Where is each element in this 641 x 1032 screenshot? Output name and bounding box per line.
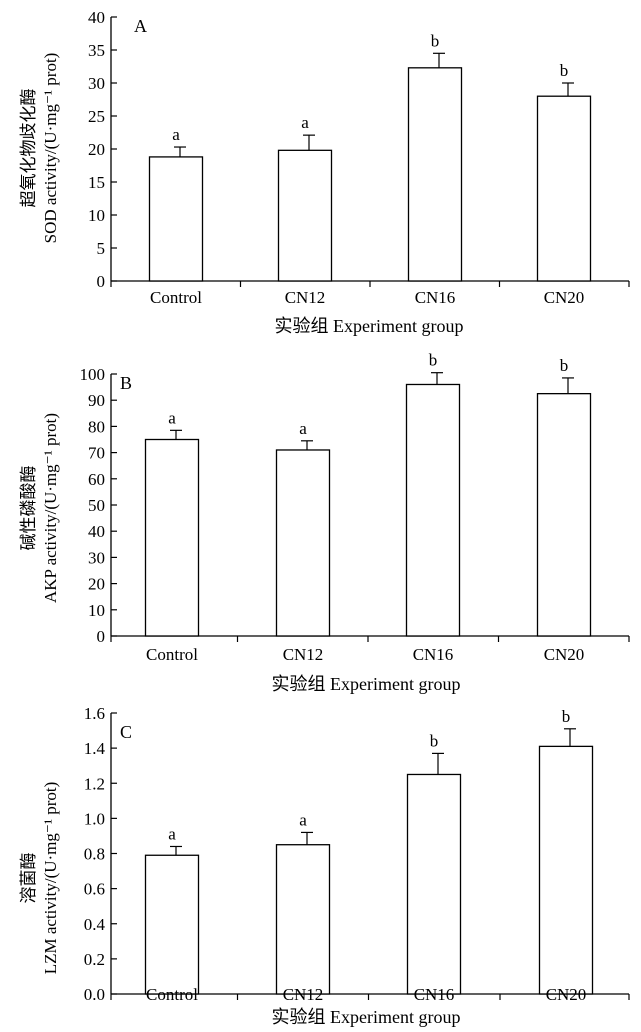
panel-b-y-tick-label: 60 — [88, 470, 105, 489]
panel-b-ylabel-en: AKP activity/(U·mg⁻¹ prot) — [41, 413, 60, 603]
panel-b-ylabel: 碱性磷酸酶 AKP activity/(U·mg⁻¹ prot) — [19, 413, 60, 603]
panel-a-category-label: Control — [150, 288, 202, 307]
panel-b-ylabel-cn: 碱性磷酸酶 — [19, 466, 38, 551]
panel-a-letter: A — [134, 16, 147, 36]
panel-b-y-tick-label: 90 — [88, 391, 105, 410]
panel-c-y-tick-label: 0.4 — [84, 915, 106, 934]
panel-b-y-tick-label: 30 — [88, 548, 105, 567]
panel-b-letter: B — [120, 373, 132, 393]
panel-a-y-tick-label: 0 — [97, 272, 106, 291]
panel-a-significance-letter: b — [560, 61, 569, 80]
panel-c-y-tick-label: 0.0 — [84, 985, 105, 1004]
panel-c-significance-letter: b — [430, 731, 439, 750]
panel-b-bar — [405, 383, 461, 637]
panel-a-y-tick-label: 35 — [88, 41, 105, 60]
panel-c-ylabel-en: LZM activity/(U·mg⁻¹ prot) — [41, 782, 60, 975]
panel-a-category-label: CN16 — [415, 288, 456, 307]
panel-b-y-tick-label: 80 — [88, 417, 105, 436]
panel-c-category-label: Control — [146, 985, 198, 1004]
panel-b-category-label: CN20 — [544, 645, 585, 664]
panel-a-xlabel: 实验组 Experiment group — [275, 316, 464, 336]
panel-c-y-tick-label: 0.8 — [84, 845, 105, 864]
panel-b-y-tick-label: 10 — [88, 601, 105, 620]
panel-a-y-tick-label: 30 — [88, 74, 105, 93]
panel-c-y-tick-label: 1.6 — [84, 704, 105, 723]
panel-b-bar — [144, 438, 200, 637]
panel-a-y-tick-label: 25 — [88, 107, 105, 126]
panel-c-y-tick-label: 1.4 — [84, 739, 106, 758]
panel-b-xlabel: 实验组 Experiment group — [272, 674, 461, 694]
panel-c: C 溶菌酶 LZM activity/(U·mg⁻¹ prot) 实验组 Exp… — [19, 704, 630, 1027]
panel-a-significance-letter: a — [172, 125, 180, 144]
panel-c-y-tick-label: 1.2 — [84, 774, 105, 793]
panel-b-significance-letter: a — [168, 408, 176, 427]
panel-a-bar — [536, 95, 592, 282]
panel-a-bar — [148, 156, 204, 282]
panel-b-y-tick-label: 20 — [88, 575, 105, 594]
panel-c-bar — [275, 844, 331, 995]
panel-a-y-tick-label: 5 — [97, 239, 106, 258]
panel-b-significance-letter: b — [560, 356, 569, 375]
panel-c-bar — [538, 745, 594, 995]
panel-c-category-label: CN20 — [546, 985, 587, 1004]
panel-b-category-label: CN12 — [283, 645, 324, 664]
panel-c-bar — [406, 773, 462, 995]
panel-c-significance-letter: b — [562, 707, 571, 726]
panel-b-bar — [536, 392, 592, 637]
panel-a-bar — [277, 149, 333, 282]
panel-c-letter: C — [120, 722, 132, 742]
panel-a-ylabel-en: SOD activity/(U·mg⁻¹ prot) — [41, 53, 60, 244]
panel-b-y-tick-label: 70 — [88, 444, 105, 463]
panel-b-significance-letter: b — [429, 351, 438, 370]
panel-c-category-label: CN16 — [414, 985, 455, 1004]
panel-c-y-tick-label: 1.0 — [84, 809, 105, 828]
panel-c-xlabel: 实验组 Experiment group — [272, 1007, 461, 1027]
panel-a-bar — [407, 67, 463, 282]
panel-c-significance-letter: a — [168, 824, 176, 843]
panel-c-y-tick-label: 0.2 — [84, 950, 105, 969]
panel-b-bar — [275, 449, 331, 637]
panel-b-y-tick-label: 50 — [88, 496, 105, 515]
panel-c-ylabel-cn: 溶菌酶 — [19, 853, 38, 904]
panel-b-category-label: CN16 — [413, 645, 454, 664]
panel-a-significance-letter: b — [431, 31, 440, 50]
panel-a-y-tick-label: 15 — [88, 173, 105, 192]
panel-a-significance-letter: a — [301, 113, 309, 132]
panel-c-y-tick-label: 0.6 — [84, 880, 105, 899]
panel-a: A 超氧化物歧化酶 SOD activity/(U·mg⁻¹ prot) 实验组… — [19, 8, 630, 336]
panel-a-category-label: CN20 — [544, 288, 585, 307]
panel-c-ylabel: 溶菌酶 LZM activity/(U·mg⁻¹ prot) — [19, 782, 60, 975]
panel-c-bar — [144, 854, 200, 995]
panel-c-category-label: CN12 — [283, 985, 324, 1004]
panel-b: B 碱性磷酸酶 AKP activity/(U·mg⁻¹ prot) 实验组 E… — [19, 351, 630, 694]
panel-c-significance-letter: a — [299, 810, 307, 829]
panel-a-y-tick-label: 10 — [88, 206, 105, 225]
panel-b-y-tick-label: 100 — [80, 365, 106, 384]
panel-b-y-tick-label: 40 — [88, 522, 105, 541]
panel-a-ylabel: 超氧化物歧化酶 SOD activity/(U·mg⁻¹ prot) — [19, 53, 60, 244]
panel-b-category-label: Control — [146, 645, 198, 664]
panel-a-category-label: CN12 — [285, 288, 326, 307]
panel-a-y-tick-label: 40 — [88, 8, 105, 27]
panel-b-significance-letter: a — [299, 419, 307, 438]
panel-a-ylabel-cn: 超氧化物歧化酶 — [19, 89, 38, 208]
panel-a-y-tick-label: 20 — [88, 140, 105, 159]
panel-b-y-tick-label: 0 — [97, 627, 106, 646]
